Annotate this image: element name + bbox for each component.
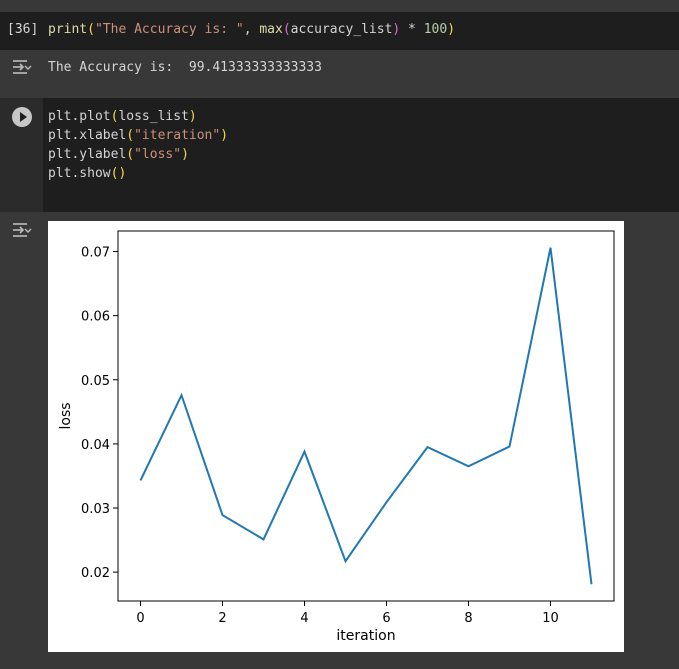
y-tick-label: 0.04 bbox=[81, 438, 110, 453]
code-line-1[interactable]: plt.plot(loss_list) bbox=[48, 109, 197, 124]
x-tick-label: 8 bbox=[464, 611, 472, 626]
code-token-comma: , bbox=[243, 22, 260, 37]
y-tick-label: 0.06 bbox=[81, 310, 110, 325]
code-line-2[interactable]: plt.xlabel("iteration") bbox=[48, 128, 229, 143]
loss-line-chart: 0.02 0.03 0.04 0.05 0.06 0.07 0 2 4 6 8 10 iterati… bbox=[58, 230, 615, 644]
run-play-icon[interactable] bbox=[12, 107, 32, 127]
y-axis-label: loss bbox=[58, 402, 74, 429]
y-tick-label: 0.03 bbox=[81, 502, 110, 517]
code-token-fn: print bbox=[48, 22, 88, 37]
code-line-3[interactable]: plt.ylabel("loss") bbox=[48, 147, 189, 162]
plot-figure: 0.02 0.03 0.04 0.05 0.06 0.07 0 2 4 6 8 10 iterati… bbox=[48, 221, 624, 652]
y-tick-label: 0.07 bbox=[81, 246, 110, 261]
output-toggle-icon[interactable] bbox=[11, 221, 33, 241]
code-cell-print-accuracy[interactable]: [36] print("The Accuracy is: ", max(accu… bbox=[0, 12, 679, 50]
output-toggle-icon[interactable] bbox=[11, 58, 33, 78]
code-cell-plot[interactable]: plt.plot(loss_list) plt.xlabel("iteratio… bbox=[0, 98, 679, 212]
code-line-4[interactable]: plt.show() bbox=[48, 166, 127, 181]
code-token-op: * bbox=[400, 22, 424, 37]
x-axis-label: iteration bbox=[336, 628, 395, 644]
series-line-loss bbox=[139, 247, 593, 585]
code-token-arg: accuracy_list bbox=[290, 22, 393, 37]
x-tick-label: 0 bbox=[136, 611, 144, 626]
x-tick-label: 10 bbox=[542, 611, 559, 626]
x-tick-label: 4 bbox=[300, 611, 308, 626]
cell-gutter bbox=[0, 98, 43, 212]
code-token-num: 100 bbox=[423, 22, 448, 37]
code-token-string: "The Accuracy is: " bbox=[94, 22, 244, 37]
output-text: The Accuracy is: 99.41333333333333 bbox=[48, 60, 322, 75]
execution-count: [36] bbox=[7, 22, 39, 37]
x-tick-label: 2 bbox=[218, 611, 226, 626]
cell-output-figure: 0.02 0.03 0.04 0.05 0.06 0.07 0 2 4 6 8 10 iterati… bbox=[0, 212, 679, 669]
cell-output: The Accuracy is: 99.41333333333333 bbox=[0, 50, 679, 86]
code-line[interactable]: print("The Accuracy is: ", max(accuracy_… bbox=[48, 22, 456, 37]
y-tick-label: 0.05 bbox=[81, 374, 110, 389]
plot-axes-frame bbox=[117, 230, 615, 602]
code-token-fn2: max bbox=[259, 22, 283, 37]
x-tick-label: 6 bbox=[382, 611, 390, 626]
y-tick-label: 0.02 bbox=[81, 566, 110, 581]
